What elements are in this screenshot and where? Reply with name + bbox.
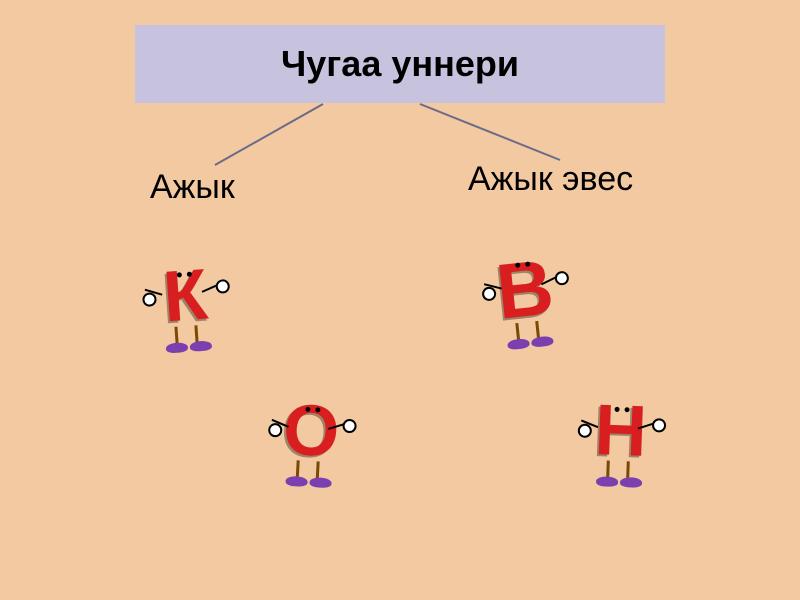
foot-icon [507, 338, 530, 350]
letter-character: В [476, 246, 578, 375]
branch-label-left: Ажык [150, 168, 235, 207]
hand-icon [142, 292, 157, 307]
foot-icon [285, 476, 307, 487]
hand-icon [215, 279, 230, 294]
title-box: Чугаа уннери [135, 25, 665, 103]
hand-icon [578, 424, 592, 438]
branch-label-right: Ажык эвес [468, 160, 633, 199]
letter-glyph: В [493, 247, 557, 330]
slide-canvas: Чугаа уннери Ажык Ажык эвес КО ВН [0, 0, 800, 600]
foot-icon [166, 342, 189, 354]
letter-character: О [262, 393, 358, 518]
title-text: Чугаа уннери [281, 43, 519, 85]
letter-glyph: К [161, 259, 210, 334]
hand-icon [268, 423, 283, 438]
letter-glyph: О [281, 394, 341, 469]
foot-icon [309, 477, 331, 488]
hand-icon [554, 271, 569, 286]
letter-glyph: Н [594, 394, 648, 468]
foot-icon [620, 477, 642, 488]
hand-icon [652, 418, 666, 432]
hand-icon [342, 419, 357, 434]
letter-character: Н [573, 393, 667, 516]
foot-icon [596, 476, 618, 487]
foot-icon [531, 335, 554, 347]
foot-icon [190, 341, 213, 353]
letter-character: К [138, 257, 236, 383]
hand-icon [481, 286, 496, 301]
